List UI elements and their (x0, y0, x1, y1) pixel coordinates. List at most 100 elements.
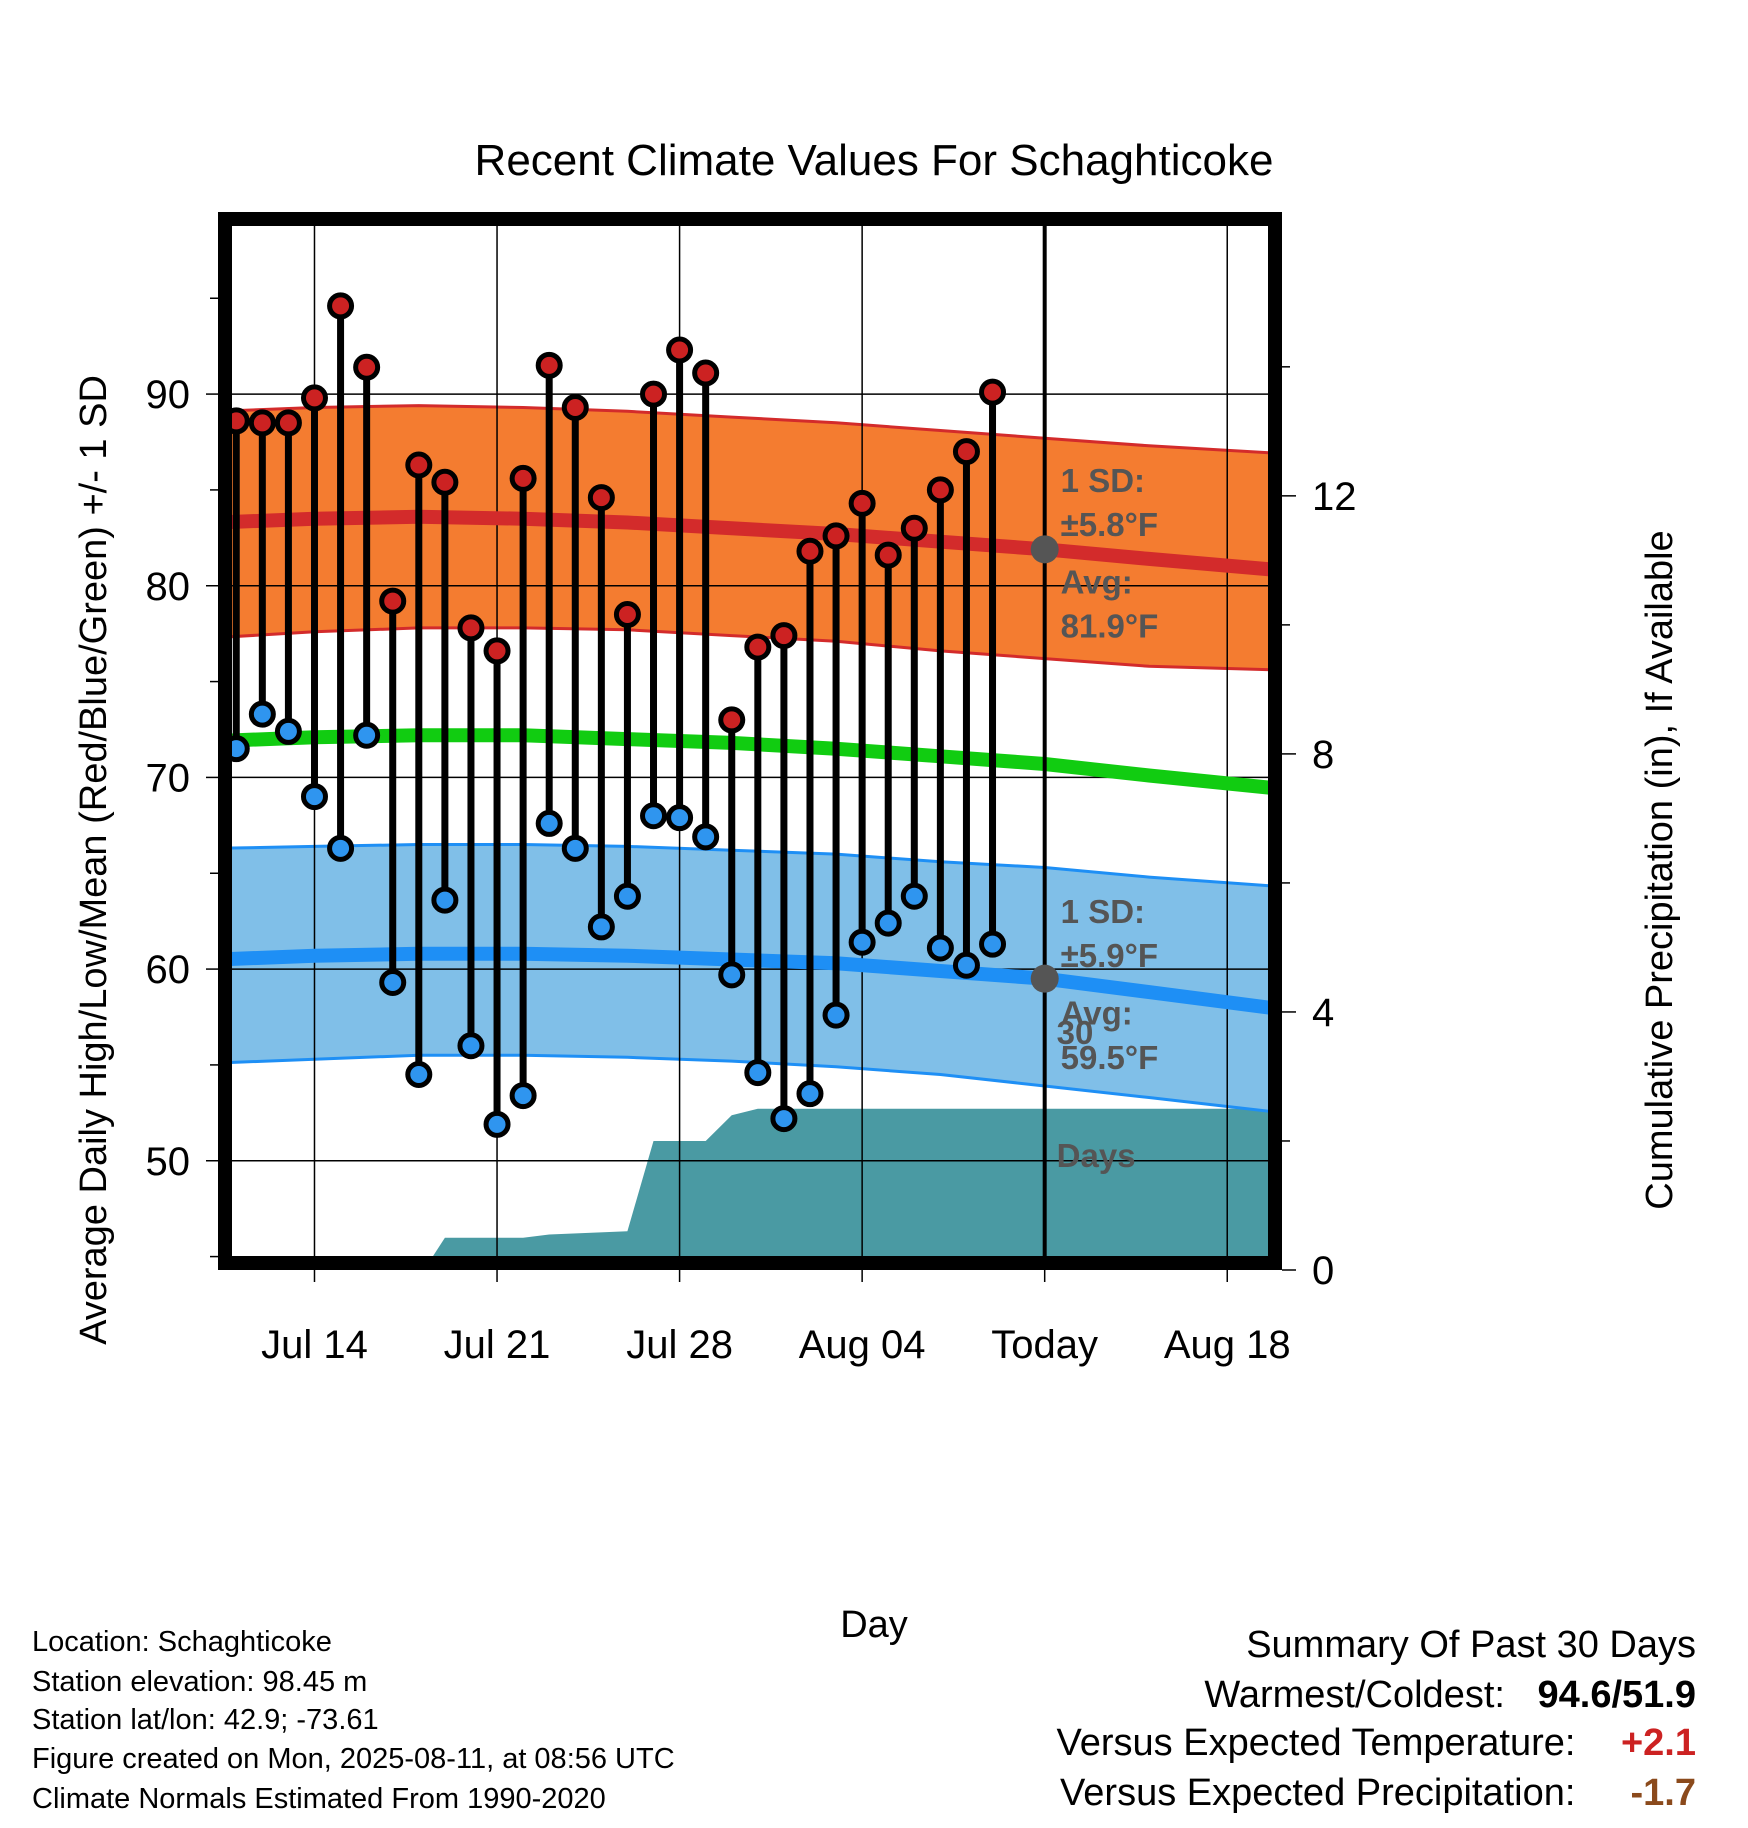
daily-low-point (848, 928, 876, 956)
summary-warm-cold: Warmest/Coldest: 94.6/51.9 (1204, 1676, 1696, 1714)
low-lower-line (218, 1053, 1282, 1115)
daily-high-point (405, 451, 433, 479)
high-avg-label: Avg: (1061, 563, 1133, 600)
y-tick-label: 50 (146, 1140, 191, 1184)
high-lower-line (218, 626, 1282, 672)
y2-tick-label: 4 (1312, 991, 1334, 1035)
daily-high-point (900, 514, 928, 542)
x-tick-label: Jul 28 (626, 1323, 733, 1367)
daily-high-point (353, 353, 381, 381)
info-location: Location: Schaghticoke (32, 1626, 332, 1658)
chart-title: Recent Climate Values For Schaghticoke (475, 136, 1274, 185)
daily-low-point (718, 961, 746, 989)
summary-heading: Summary Of Past 30 Days (1246, 1624, 1696, 1666)
daily-high-point (640, 380, 668, 408)
low-avg-label: Avg: (1061, 995, 1133, 1032)
daily-high-point (561, 394, 589, 421)
daily-low-point (457, 1032, 485, 1060)
daily-high-point (952, 438, 980, 466)
plot-content (218, 212, 1282, 1270)
high-sd-label: 1 SD: (1061, 462, 1145, 499)
daily-high-point (483, 637, 511, 665)
high-mean-line (218, 509, 1282, 578)
daily-low-point (874, 909, 902, 937)
daily-low-point (274, 717, 302, 745)
daily-low-point (483, 1110, 511, 1138)
summary-temp-value: +2.1 (1620, 1722, 1696, 1764)
daily-high-point (874, 541, 902, 569)
daily-high-point (926, 476, 954, 504)
low-avg-value: 59.5°F (1061, 1039, 1159, 1076)
x-tick-label: Jul 21 (444, 1323, 551, 1367)
daily-low-point (379, 969, 407, 996)
summary-precip-label: Versus Expected Precipitation: (1060, 1772, 1576, 1814)
y2-axis-label: Cumulative Precipitation (in), If Availa… (1639, 530, 1681, 1209)
daily-high-point (248, 409, 276, 437)
daily-high-point (457, 614, 485, 642)
daily-high-point (692, 359, 720, 387)
daily-high-point (300, 384, 328, 412)
daily-high-point (587, 484, 615, 512)
daily-low-point (900, 882, 928, 910)
daily-low-point (405, 1061, 433, 1088)
plot-frame (218, 212, 1282, 1270)
daily-low-point (613, 882, 641, 910)
daily-low-point (770, 1105, 798, 1133)
daily-high-point (431, 468, 459, 496)
daily-high-point (718, 706, 746, 734)
daily-low-point (509, 1082, 537, 1110)
daily-high-point (744, 633, 772, 661)
high-sd-value: ±5.8°F (1061, 506, 1158, 543)
daily-high-point (509, 464, 537, 492)
summary-temp: Versus Expected Temperature: +2.1 (1057, 1724, 1696, 1762)
high-avg-value: 81.9°F (1061, 608, 1159, 645)
high-sd-band (218, 405, 1282, 671)
info-normals: Climate Normals Estimated From 1990-2020 (32, 1783, 606, 1815)
daily-high-point (822, 522, 850, 550)
daily-high-point (613, 601, 641, 628)
summary-warm-cold-value: 94.6/51.9 (1537, 1674, 1696, 1716)
daily-high-point (770, 622, 798, 650)
daily-high-point (796, 537, 824, 565)
x-axis-label: Day (840, 1604, 908, 1646)
daily-low-point (666, 804, 694, 832)
daily-low-point (744, 1059, 772, 1087)
daily-high-point (848, 489, 876, 517)
plot-area: 1 SD: ±5.8°F Avg: 81.9°F 1 SD: ±5.9°F Avg: 59.5… (146, 212, 1357, 1367)
daily-low-point (561, 834, 589, 862)
daily-low-point (692, 823, 720, 851)
daily-low-point (979, 930, 1007, 958)
daily-low-point (535, 809, 563, 837)
daily-low-point (926, 934, 954, 962)
y-tick-label: 80 (146, 565, 191, 609)
today-high-normal-point (1030, 535, 1059, 564)
daily-high-point (327, 292, 355, 320)
high-upper-line (218, 404, 1282, 455)
daily-high-point (535, 351, 563, 379)
summary-warm-cold-label: Warmest/Coldest: (1204, 1674, 1505, 1716)
precip-area (424, 1108, 1282, 1270)
low-sd-value: ±5.9°F (1061, 937, 1158, 974)
info-created: Figure created on Mon, 2025-08-11, at 08… (32, 1743, 675, 1775)
daily-low-point (952, 951, 980, 979)
daily-low-point (248, 700, 276, 728)
daily-low-point (353, 721, 381, 749)
daily-low-point (587, 913, 615, 941)
y-tick-label: 60 (146, 948, 191, 992)
daily-low-point (640, 802, 668, 830)
y-axis-label: Average Daily High/Low/Mean (Red/Blue/Gr… (73, 375, 115, 1345)
y2-tick-label: 8 (1312, 733, 1334, 777)
daily-low-point (300, 783, 328, 811)
x-tick-label: Aug 04 (799, 1323, 926, 1367)
daily-low-point (431, 886, 459, 914)
today-low-normal-point (1030, 964, 1059, 993)
summary-precip: Versus Expected Precipitation: -1.7 (1060, 1774, 1696, 1812)
x-tick-label: Jul 14 (261, 1323, 368, 1367)
low-sd-label: 1 SD: (1061, 893, 1145, 930)
daily-low-point (327, 834, 355, 862)
summary-temp-label: Versus Expected Temperature: (1056, 1722, 1576, 1764)
daily-low-point (796, 1080, 824, 1108)
daily-high-point (979, 378, 1007, 406)
y-tick-label: 70 (146, 756, 191, 800)
